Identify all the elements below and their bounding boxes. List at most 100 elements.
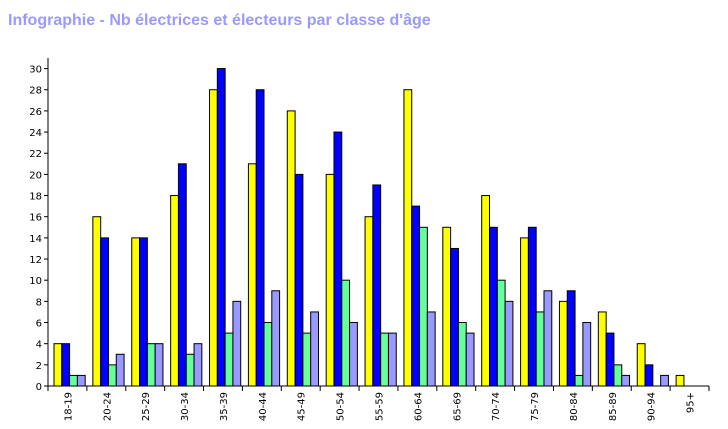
x-tick-label: 80-84 (569, 392, 580, 421)
bar (131, 237, 141, 387)
bar (115, 353, 125, 387)
bar (341, 279, 351, 387)
y-tick-label: 6 (36, 319, 42, 330)
bar (232, 300, 242, 387)
bar (294, 173, 304, 387)
bar (527, 226, 537, 387)
bar (177, 163, 187, 387)
bar (465, 332, 475, 387)
bar (286, 110, 296, 387)
x-tick-label: 30-34 (180, 392, 191, 421)
bar (185, 353, 195, 387)
y-tick-label: 2 (36, 361, 42, 372)
bar (426, 311, 436, 387)
bar (419, 226, 428, 387)
x-tick-label: 95+ (686, 392, 697, 413)
y-tick-label: 8 (36, 297, 42, 308)
chart-title: Infographie - Nb électrices et électeurs… (8, 12, 431, 29)
y-tick-label: 26 (29, 107, 42, 118)
bar (247, 163, 257, 387)
y-tick-label: 16 (29, 213, 42, 224)
x-tick-label: 35-39 (219, 392, 230, 421)
bar (597, 311, 607, 387)
x-tick-label: 18-19 (63, 392, 74, 421)
bar (457, 322, 467, 387)
bar (325, 173, 335, 387)
bar (76, 374, 86, 387)
bar (154, 343, 164, 387)
bar (216, 68, 226, 387)
x-tick-label: 65-69 (452, 392, 463, 421)
bar (504, 300, 514, 387)
bar (209, 89, 218, 387)
y-tick-label: 30 (29, 65, 42, 76)
x-tick-label: 55-59 (375, 392, 386, 421)
bar (146, 343, 156, 387)
y-tick-label: 10 (29, 276, 42, 287)
bar (263, 322, 273, 387)
y-tick-label: 20 (29, 170, 42, 181)
bar (372, 184, 382, 387)
bar (387, 332, 397, 387)
x-tick-label: 50-54 (336, 392, 347, 421)
bar (450, 247, 459, 387)
y-tick-label: 12 (29, 255, 42, 266)
bar (489, 226, 498, 387)
bar (193, 343, 203, 387)
y-tick-label: 28 (29, 86, 42, 97)
bar (92, 216, 102, 387)
bar (380, 332, 389, 387)
bar (543, 290, 553, 387)
bar (675, 374, 685, 387)
bar (574, 374, 584, 387)
bar (107, 364, 117, 387)
bar (139, 237, 148, 387)
bar (69, 374, 78, 387)
bar (660, 374, 669, 387)
bar (333, 131, 343, 387)
bar (224, 332, 234, 387)
bar (170, 195, 179, 387)
x-tick-label: 70-74 (491, 392, 502, 421)
bar (100, 237, 109, 387)
bar (613, 364, 623, 387)
y-tick-label: 18 (29, 192, 42, 203)
bar (558, 300, 568, 387)
bar (636, 343, 646, 387)
y-tick-label: 0 (36, 382, 42, 393)
chart-marks (53, 68, 685, 387)
bar (302, 332, 312, 387)
y-tick-label: 22 (29, 149, 42, 160)
x-tick-label: 60-64 (413, 392, 424, 421)
bar (582, 322, 592, 387)
y-tick-label: 14 (29, 234, 42, 245)
bar (271, 290, 281, 387)
bar (349, 322, 358, 387)
y-tick-label: 24 (29, 128, 42, 139)
bar (255, 89, 265, 387)
x-tick-label: 25-29 (141, 392, 152, 421)
bar (520, 237, 529, 387)
bar (481, 195, 491, 387)
bar (364, 216, 374, 387)
bar (605, 332, 615, 387)
bar (496, 279, 506, 387)
bar (53, 343, 63, 387)
x-tick-label: 90-94 (647, 392, 658, 421)
x-tick-label: 20-24 (102, 392, 113, 421)
bar (411, 205, 421, 387)
bar (61, 343, 71, 387)
x-tick-label: 85-89 (608, 392, 619, 421)
y-tick-label: 4 (36, 340, 42, 351)
bar (566, 290, 576, 387)
bar (310, 311, 319, 387)
bar (403, 89, 413, 387)
x-tick-label: 45-49 (297, 392, 308, 421)
bar (442, 226, 452, 387)
x-tick-label: 75-79 (530, 392, 541, 421)
x-tick-label: 40-44 (258, 392, 269, 421)
bar (644, 364, 654, 387)
bar (535, 311, 545, 387)
